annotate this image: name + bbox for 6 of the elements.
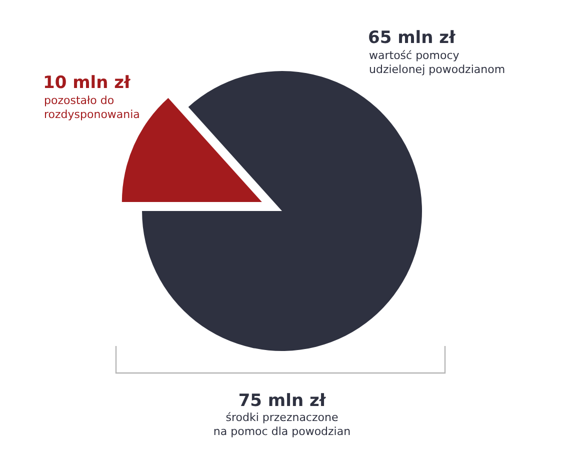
slice-label: pozostało do rozdysponowania [44, 94, 140, 121]
slice-label: wartość pomocy udzielonej powodzianom [369, 49, 506, 76]
data-label: 10 mln zł [43, 73, 132, 93]
text: środki przeznaczone na pomoc dla powodzian [213, 411, 351, 438]
text: 75 mln zł [238, 391, 326, 411]
data-label: 65 mln zł [368, 28, 456, 48]
